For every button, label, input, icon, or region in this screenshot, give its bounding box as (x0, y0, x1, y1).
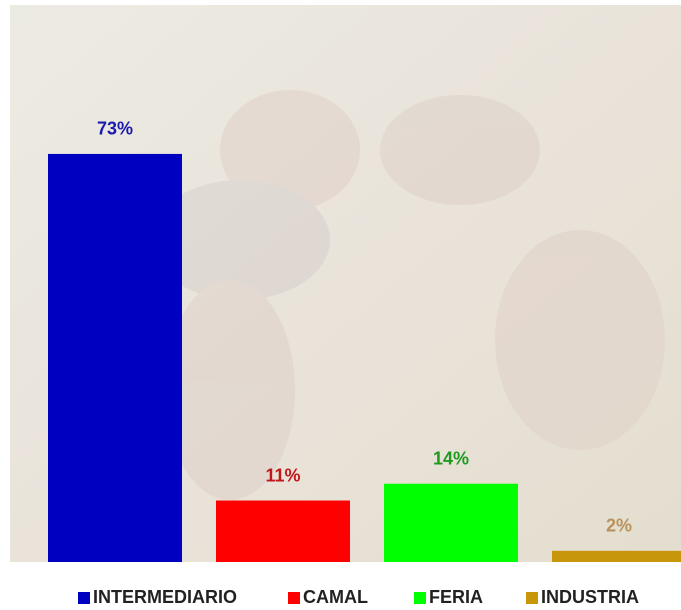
value-label: 2% (606, 516, 632, 536)
value-label: 11% (265, 465, 300, 485)
legend-swatch (288, 592, 300, 604)
legend-label: FERIA (429, 587, 483, 607)
photo-shapes (150, 90, 665, 500)
legend-label: INDUSTRIA (541, 587, 639, 607)
legend-swatch (414, 592, 426, 604)
value-label: 14% (433, 448, 469, 468)
bar (48, 153, 182, 562)
bar (552, 550, 681, 562)
legend-swatch (78, 592, 90, 604)
legend-label: INTERMEDIARIO (93, 587, 237, 607)
legend-label: CAMAL (303, 587, 368, 607)
value-label: 73% (97, 119, 133, 139)
legend-swatch (526, 592, 538, 604)
bar (384, 483, 518, 562)
bar (216, 500, 350, 562)
